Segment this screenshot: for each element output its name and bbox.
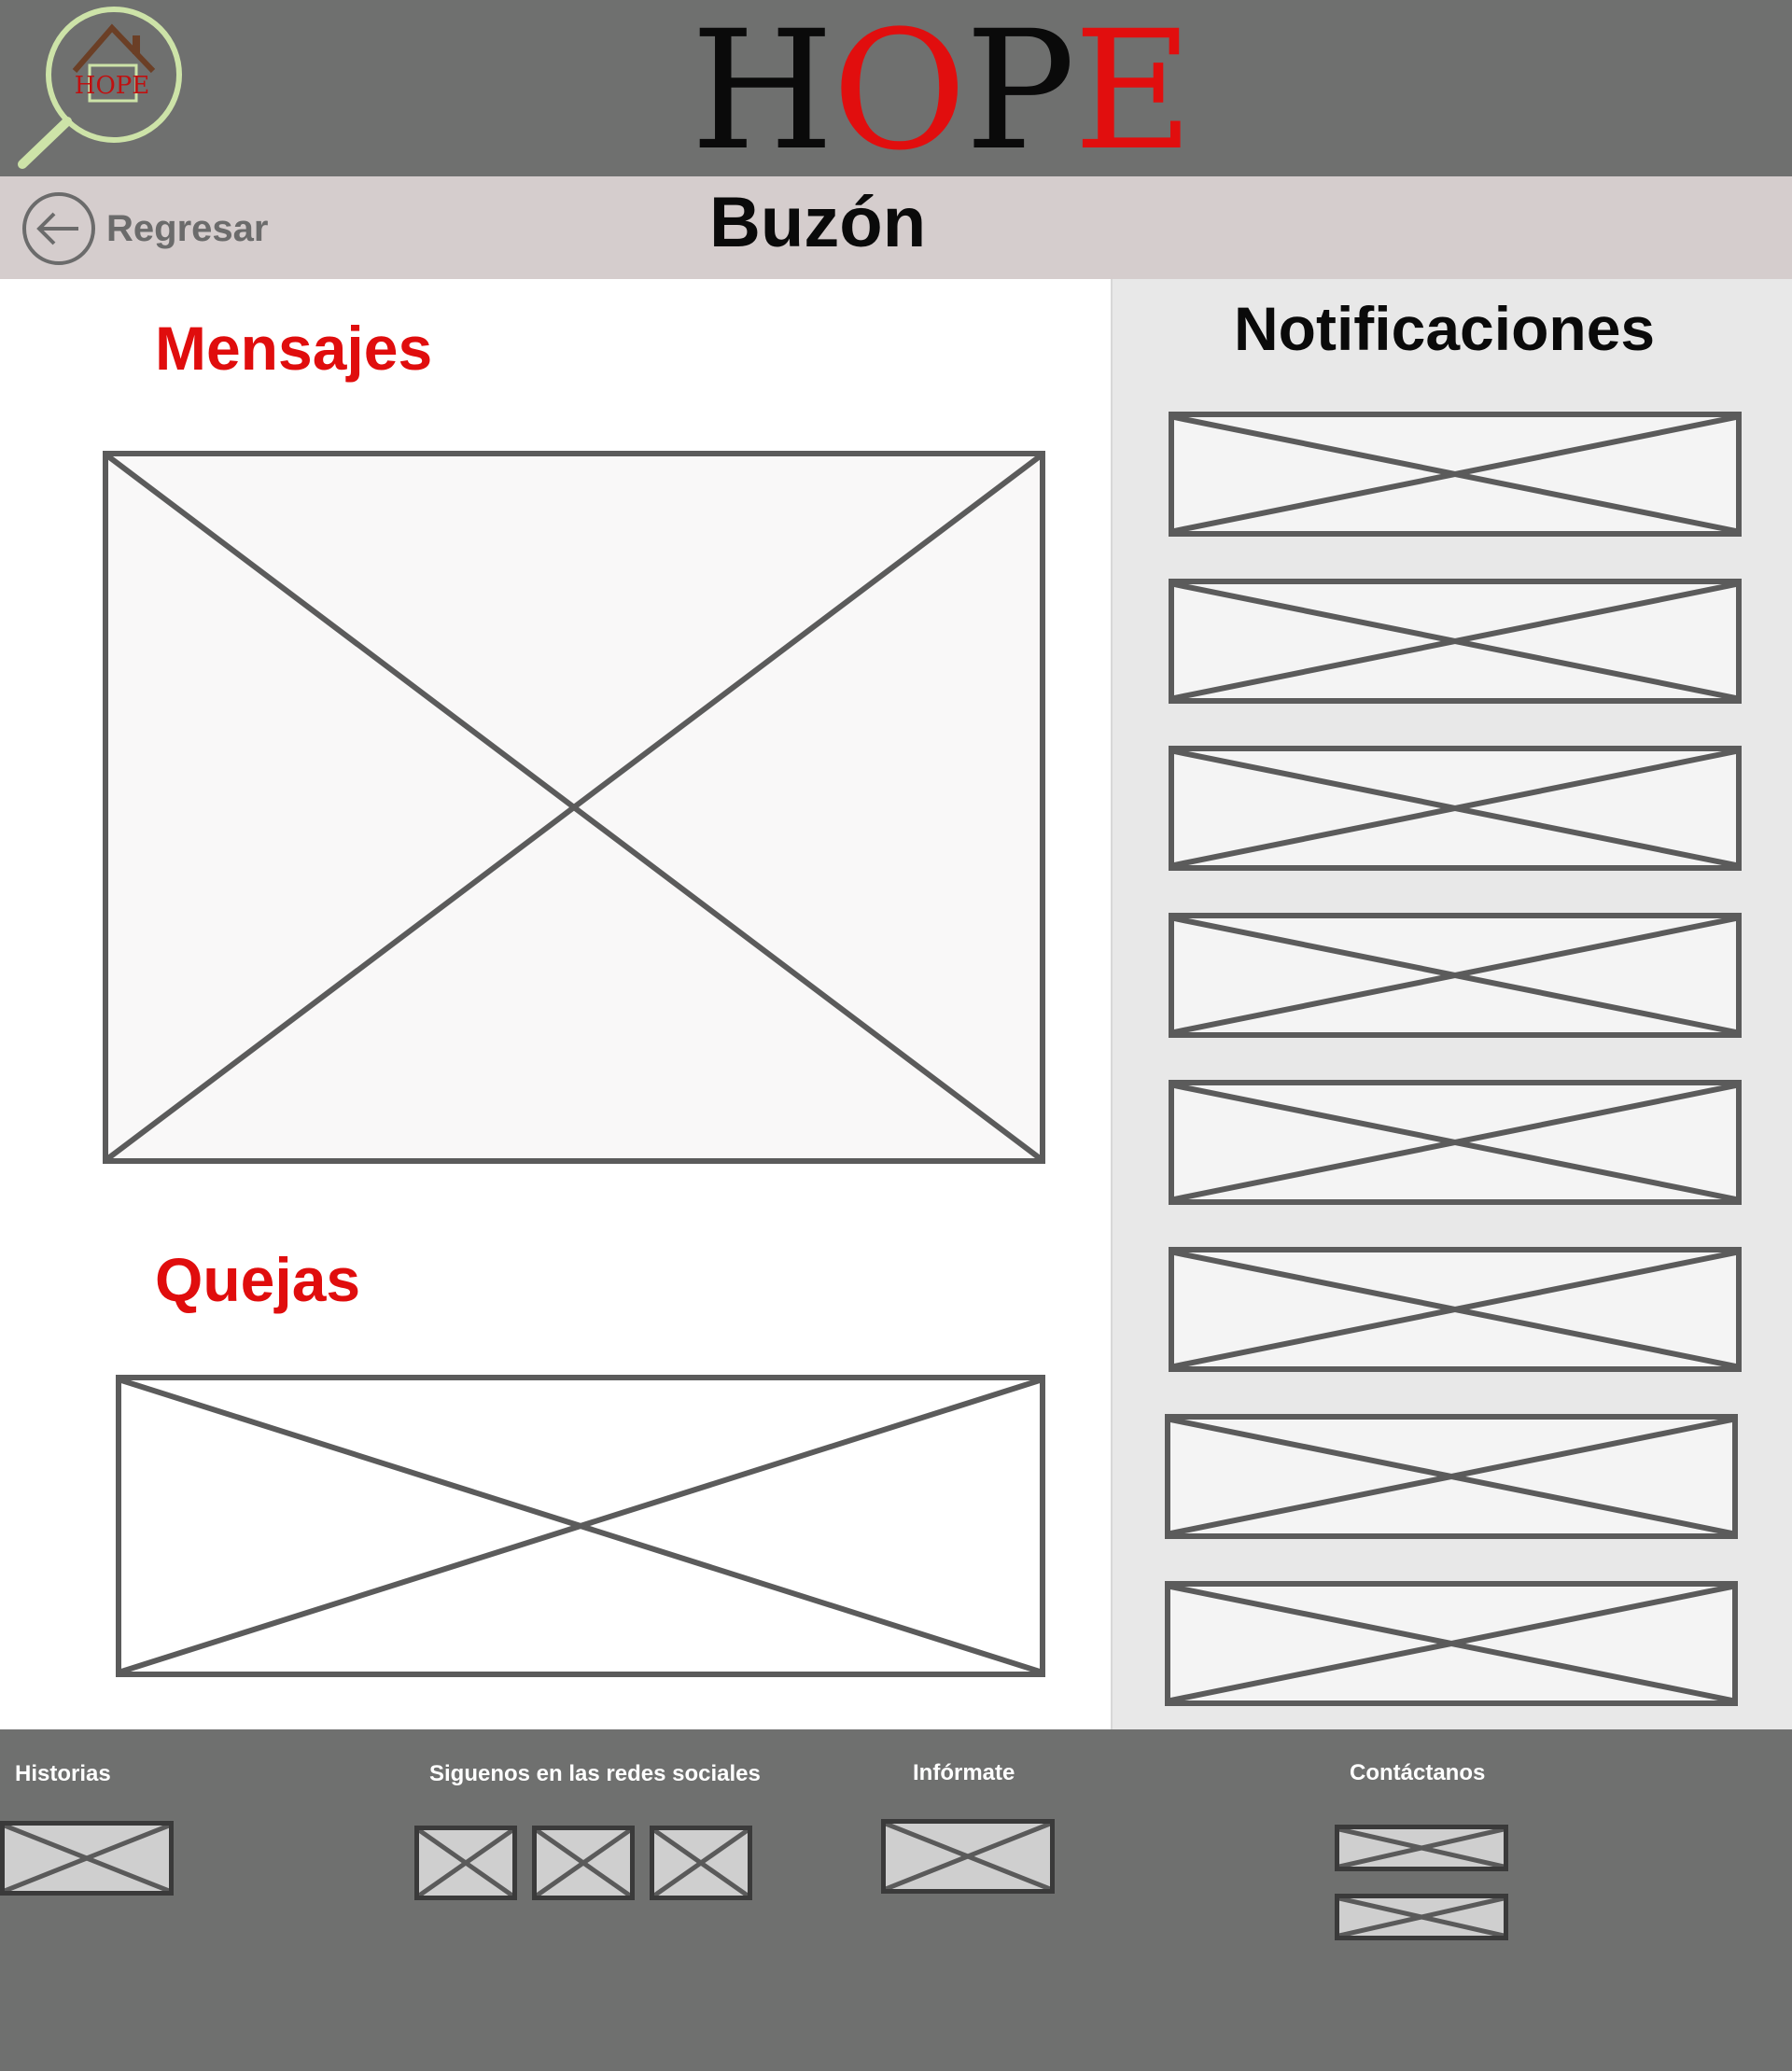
image-placeholder-icon <box>1170 1587 1732 1700</box>
social-link-1[interactable] <box>414 1826 517 1900</box>
svg-text:HOPE: HOPE <box>75 72 149 100</box>
messages-panel[interactable] <box>103 451 1045 1164</box>
footer-stories-label: Historias <box>15 1761 111 1786</box>
contact-link-1[interactable] <box>1335 1825 1508 1871</box>
magnifier-house-logo-icon: HOPE <box>18 7 182 169</box>
image-placeholder-icon <box>1174 1252 1736 1366</box>
brand-letter-e: E <box>1073 0 1193 187</box>
image-placeholder-icon <box>1174 1085 1736 1199</box>
footer: Historias Siguenos en las redes sociales… <box>0 1729 1792 2071</box>
image-placeholder-icon <box>5 1826 169 1891</box>
logo[interactable]: HOPE <box>13 4 189 170</box>
messages-title: Mensajes <box>155 314 433 383</box>
brand-letter-p: P <box>964 0 1075 187</box>
social-link-3[interactable] <box>650 1826 752 1900</box>
stories-thumbnail[interactable] <box>0 1821 174 1896</box>
info-link[interactable] <box>881 1819 1055 1894</box>
contact-link-2[interactable] <box>1335 1894 1508 1940</box>
complaints-title: Quejas <box>155 1245 361 1314</box>
notification-item[interactable] <box>1169 579 1742 704</box>
social-icon-placeholder <box>537 1830 630 1896</box>
page-title: Buzón <box>709 183 927 262</box>
social-icon-placeholder <box>419 1830 512 1896</box>
image-placeholder-icon <box>1174 584 1736 698</box>
notification-item[interactable] <box>1169 746 1742 871</box>
notifications-title: Notificaciones <box>1234 294 1656 363</box>
image-placeholder-icon <box>108 456 1040 1158</box>
image-placeholder-icon <box>1170 1420 1732 1533</box>
notification-item[interactable] <box>1169 412 1742 537</box>
image-placeholder-icon <box>1339 1829 1504 1867</box>
footer-contact-label: Contáctanos <box>1350 1760 1486 1785</box>
footer-social-label: Siguenos en las redes sociales <box>429 1761 761 1786</box>
complaints-panel[interactable] <box>116 1375 1045 1677</box>
notification-item[interactable] <box>1169 1247 1742 1372</box>
main-content: Mensajes Quejas <box>0 279 1111 1729</box>
image-placeholder-icon <box>1174 918 1736 1032</box>
header: HOPE HOPE <box>0 0 1792 176</box>
notification-item[interactable] <box>1165 1581 1738 1706</box>
brand-title: HOPE <box>691 9 1194 174</box>
subheader: Regresar Buzón <box>0 176 1792 279</box>
notifications-sidebar: Notificaciones <box>1111 279 1792 1729</box>
notification-item[interactable] <box>1169 913 1742 1038</box>
brand-letter-h: H <box>691 0 833 187</box>
image-placeholder-icon <box>886 1824 1050 1889</box>
back-button[interactable]: Regresar <box>21 191 268 266</box>
arrow-left-circle-icon <box>22 192 95 265</box>
social-link-2[interactable] <box>532 1826 635 1900</box>
social-icon-placeholder <box>654 1830 748 1896</box>
image-placeholder-icon <box>121 1380 1040 1672</box>
image-placeholder-icon <box>1174 417 1736 531</box>
notification-item[interactable] <box>1165 1414 1738 1539</box>
footer-info-label: Infórmate <box>913 1760 1015 1785</box>
brand-letter-o: O <box>832 0 966 187</box>
image-placeholder-icon <box>1174 751 1736 865</box>
image-placeholder-icon <box>1339 1898 1504 1936</box>
back-label: Regresar <box>106 207 269 249</box>
notification-item[interactable] <box>1169 1080 1742 1205</box>
